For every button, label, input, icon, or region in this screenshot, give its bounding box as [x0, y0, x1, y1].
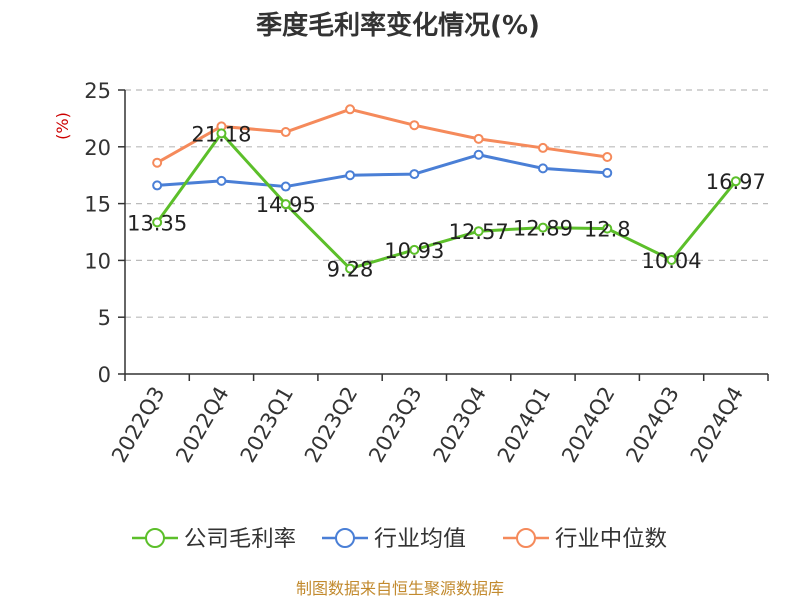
chart-title: 季度毛利率变化情况(%): [256, 10, 540, 41]
data-point: [602, 152, 613, 163]
x-tick-label: 2023Q4: [429, 383, 491, 467]
data-point: [152, 180, 163, 191]
data-point: [602, 167, 613, 178]
data-point: [280, 127, 291, 138]
data-point: [409, 120, 420, 131]
x-tick-label: 2022Q4: [171, 383, 233, 467]
x-tick-label: 2022Q3: [107, 383, 169, 467]
data-point: [280, 199, 291, 210]
x-tick-label: 2024Q1: [493, 383, 555, 467]
data-point: [216, 175, 227, 186]
data-label: 9.28: [327, 258, 374, 282]
legend-marker: [516, 528, 536, 548]
data-point: [345, 170, 356, 181]
data-point: [345, 104, 356, 115]
data-point: [280, 181, 291, 192]
y-tick-label: 15: [84, 193, 111, 217]
legend-marker: [145, 528, 165, 548]
y-tick-label: 25: [84, 79, 111, 103]
series-line: [156, 107, 608, 165]
data-point: [602, 223, 613, 234]
data-label: 12.89: [513, 217, 573, 241]
data-label: 10.04: [641, 249, 701, 273]
series-line: [157, 153, 608, 189]
data-point: [409, 244, 420, 255]
data-point: [473, 133, 484, 144]
y-axis-unit-label: (%): [53, 112, 72, 140]
data-point: [537, 142, 548, 153]
y-tick-label: 0: [98, 363, 111, 387]
x-tick-label: 2024Q4: [686, 383, 748, 467]
legend-label: 行业均值: [374, 527, 466, 552]
legend-label: 公司毛利率: [184, 527, 296, 552]
gridlines: [125, 89, 768, 318]
x-tick-label: 2023Q1: [236, 383, 298, 467]
data-label: 13.35: [127, 211, 187, 235]
data-point: [730, 176, 741, 187]
source-note: 制图数据来自恒生聚源数据库: [296, 579, 504, 598]
data-point: [152, 217, 163, 228]
x-tick-label: 2024Q3: [621, 383, 683, 467]
data-point: [473, 226, 484, 237]
data-label: 21.18: [191, 122, 251, 146]
x-tick-label: 2024Q2: [557, 383, 619, 467]
series-lines: [152, 104, 741, 274]
data-label: 14.95: [256, 193, 316, 217]
data-point: [216, 128, 227, 139]
data-point: [409, 169, 420, 180]
series-line: [155, 131, 738, 271]
data-label: 10.93: [384, 239, 444, 263]
data-label: 12.8: [584, 218, 631, 242]
y-tick-label: 5: [98, 306, 111, 330]
data-point: [666, 254, 677, 265]
data-point: [473, 149, 484, 160]
y-tick-label: 20: [84, 136, 111, 160]
y-tick-label: 10: [84, 249, 111, 273]
x-tick-label: 2023Q3: [364, 383, 426, 467]
legend-label: 行业中位数: [555, 527, 667, 552]
legend-marker: [335, 528, 355, 548]
data-point: [537, 222, 548, 233]
data-point: [152, 157, 163, 168]
data-point: [537, 163, 548, 174]
legend: 公司毛利率 行业均值 行业中位数: [132, 527, 667, 552]
data-point: [345, 263, 356, 274]
data-label: 16.97: [706, 170, 766, 194]
x-tick-label: 2023Q2: [300, 383, 362, 467]
data-label: 12.57: [449, 220, 509, 244]
